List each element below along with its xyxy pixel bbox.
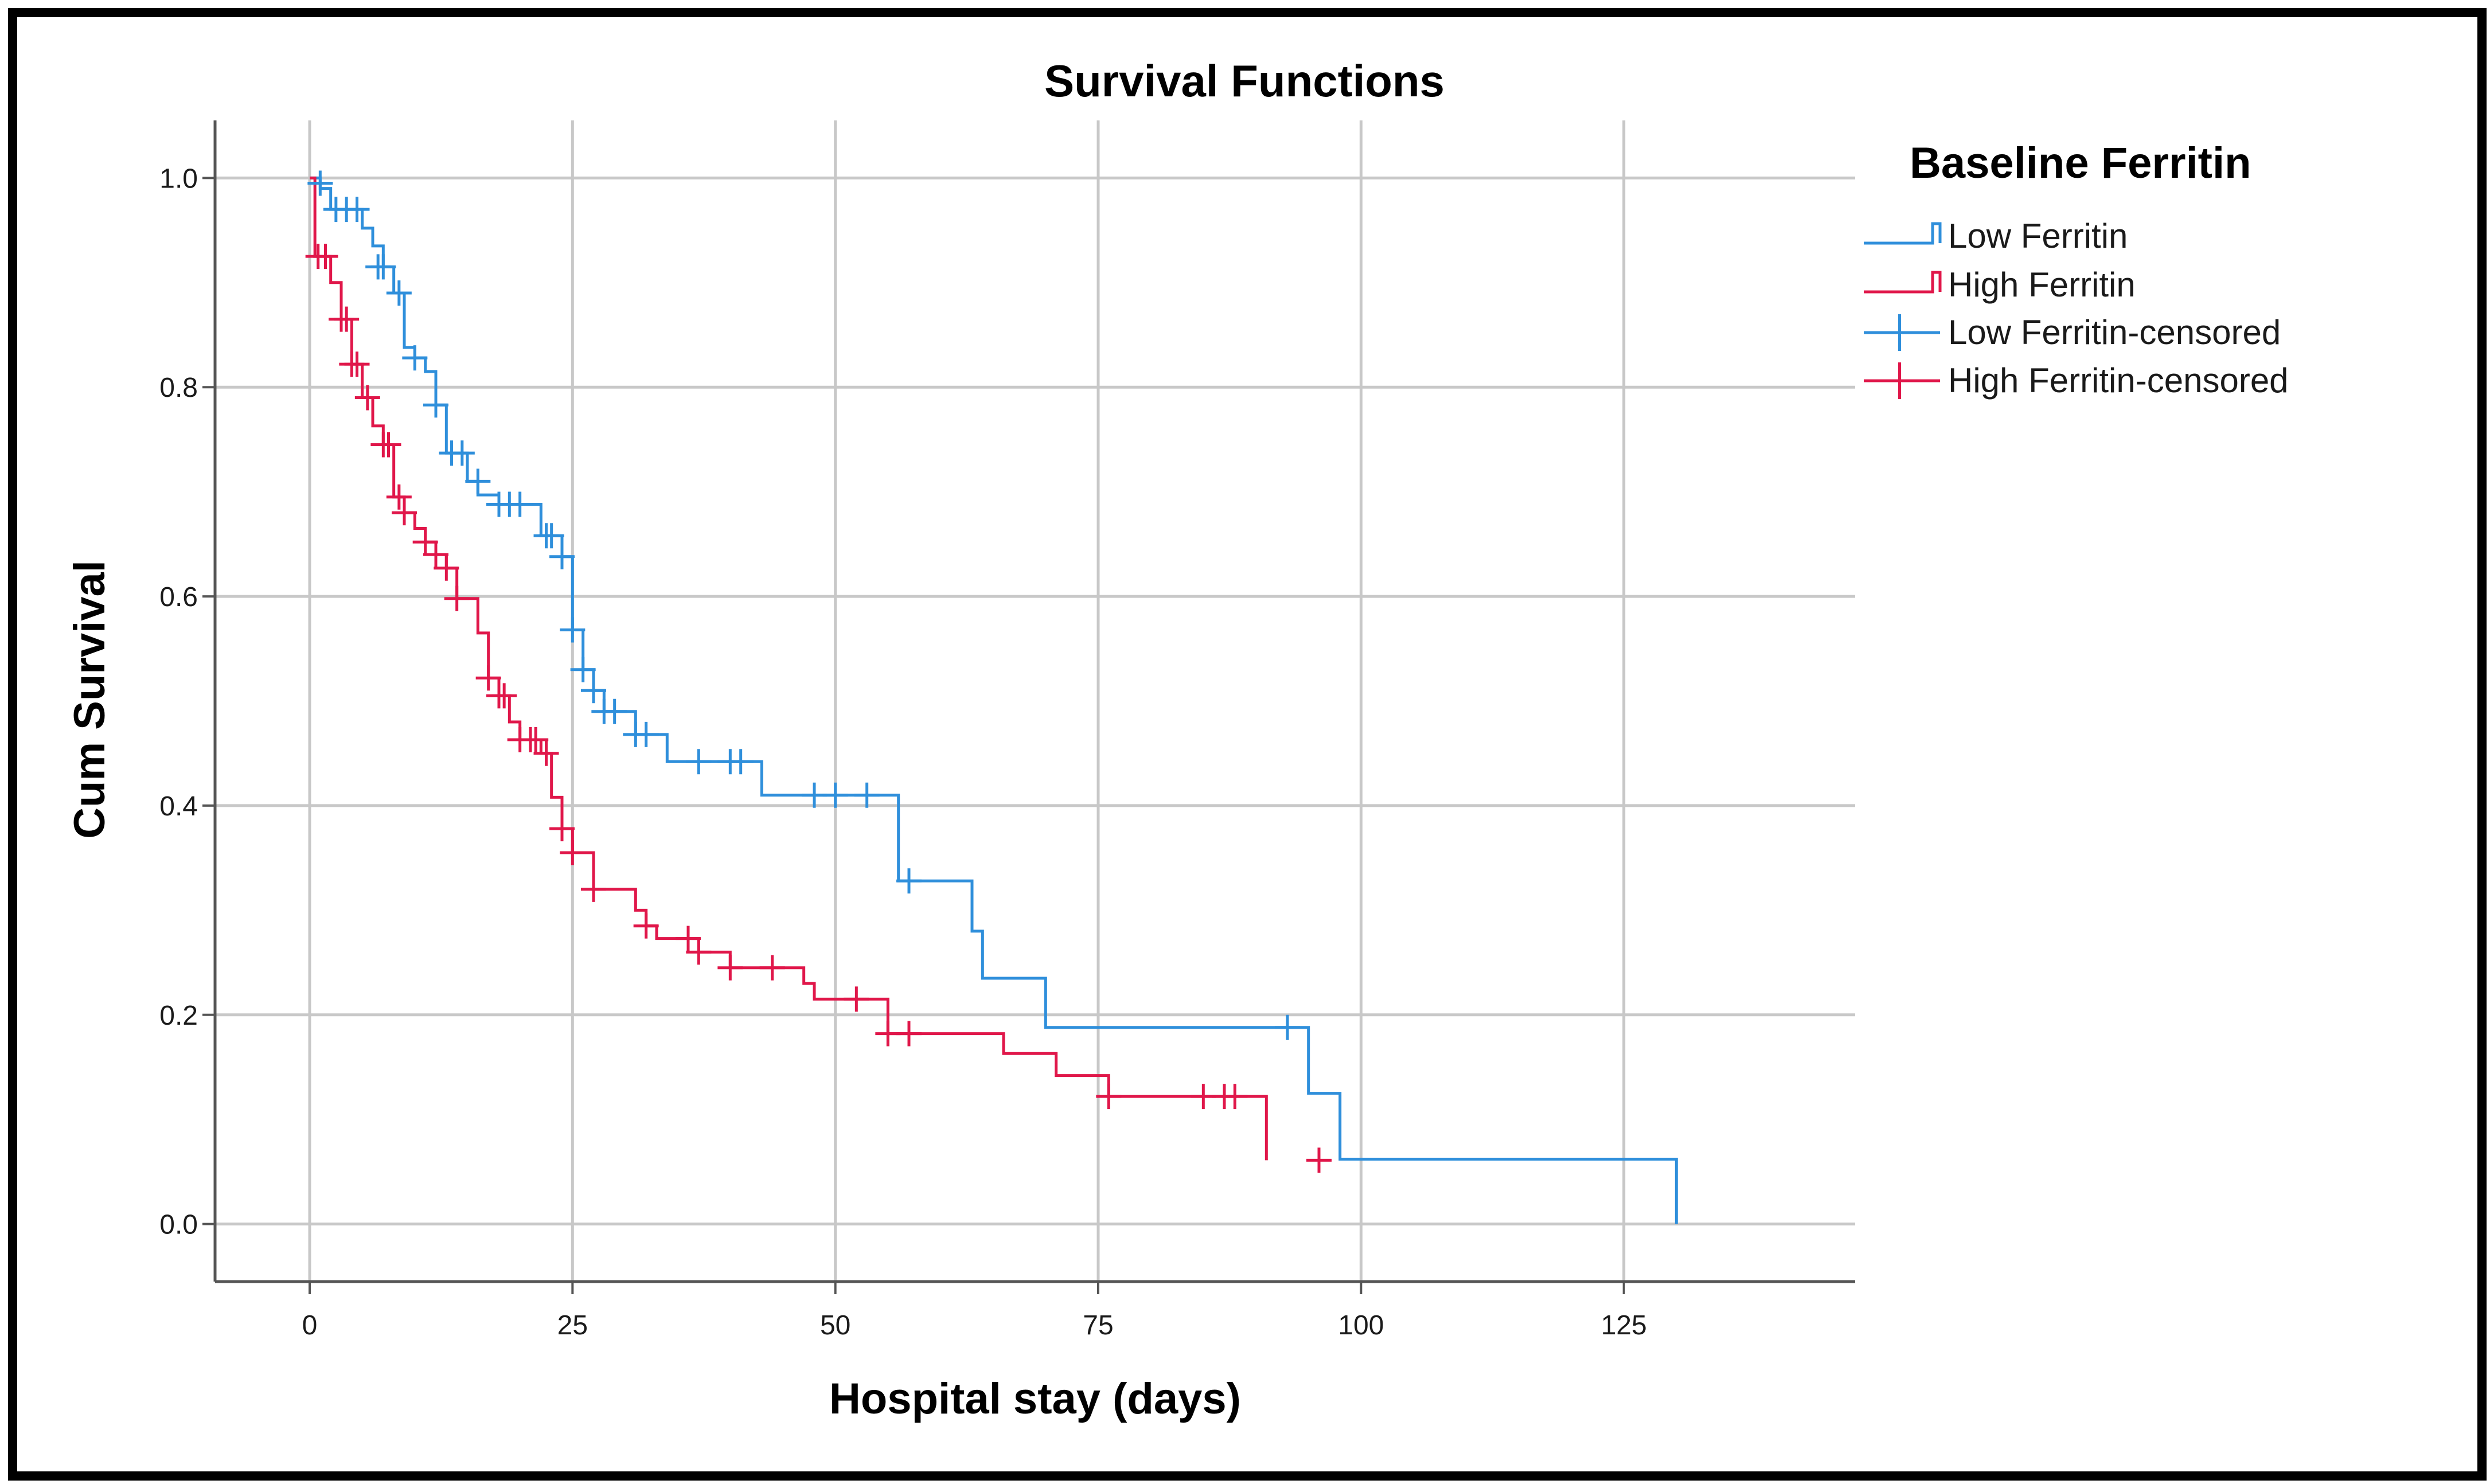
x-tick-label: 125 — [1601, 1310, 1647, 1341]
x-tick-label: 75 — [1083, 1310, 1113, 1341]
low-censor-mark — [507, 491, 533, 517]
legend-label: High Ferritin-censored — [1948, 361, 2289, 400]
high-censor-mark — [1222, 1084, 1248, 1110]
legend-label: Low Ferritin-censored — [1948, 313, 2281, 352]
legend: Baseline Ferritin Low Ferritin High Ferri… — [1864, 139, 2289, 400]
y-tick-label: 1.0 — [159, 163, 198, 194]
high-censor-mark — [523, 727, 549, 752]
high-ferritin-line — [310, 176, 1268, 1161]
low-censor-mark — [465, 468, 491, 494]
high-censor-mark — [581, 876, 606, 902]
x-axis-title: Hospital stay (days) — [829, 1374, 1241, 1423]
low-censor-mark — [854, 782, 880, 808]
low-censor-mark — [344, 197, 370, 222]
x-tick-label: 100 — [1338, 1310, 1384, 1341]
chart-frame — [8, 8, 2487, 1481]
high-censor-mark — [1306, 1147, 1332, 1173]
legend-label: High Ferritin — [1948, 265, 2136, 304]
high-censor-mark — [313, 244, 338, 270]
low-censor-mark — [570, 657, 596, 682]
low-censor-mark — [633, 721, 659, 747]
low-censor-mark — [896, 868, 922, 894]
y-axis-ticks: 0.0 0.2 0.4 0.6 0.8 1.0 — [159, 163, 215, 1240]
censor-marks — [305, 170, 1332, 1173]
high-censor-mark — [354, 385, 380, 411]
high-censor-mark — [686, 939, 712, 965]
high-censor-mark — [1191, 1084, 1216, 1110]
high-censor-mark — [386, 484, 412, 510]
low-censor-mark — [370, 254, 396, 280]
low-censor-mark — [386, 280, 412, 306]
legend-swatch-low-line — [1864, 222, 1942, 245]
low-censor-mark — [728, 749, 754, 775]
high-censor-mark — [844, 986, 869, 1012]
low-ferritin-line — [310, 176, 1678, 1224]
high-censor-mark — [376, 432, 401, 458]
legend-swatch-low-censored — [1864, 314, 1940, 351]
low-censor-mark — [602, 698, 627, 724]
legend-title: Baseline Ferritin — [1910, 139, 2251, 188]
low-censor-mark — [402, 345, 428, 371]
high-censor-mark — [423, 542, 448, 568]
high-censor-mark — [344, 352, 370, 377]
high-censor-mark — [434, 555, 459, 581]
legend-swatch-high-censored — [1864, 362, 1940, 399]
legend-swatch-high-line — [1864, 271, 1942, 294]
grid — [215, 120, 1855, 1282]
low-censor-mark — [581, 678, 606, 704]
y-tick-label: 0.4 — [159, 791, 198, 822]
y-tick-label: 0.8 — [159, 373, 198, 403]
high-censor-mark — [676, 925, 701, 951]
x-tick-label: 50 — [820, 1310, 850, 1341]
high-censor-mark — [875, 1021, 901, 1046]
high-censor-mark — [533, 740, 559, 766]
low-censor-mark — [538, 523, 564, 549]
high-censor-mark — [491, 683, 517, 709]
high-censor-mark — [896, 1021, 922, 1046]
high-censor-mark — [444, 585, 470, 611]
high-censor-mark — [334, 306, 360, 332]
low-censor-mark — [822, 782, 848, 808]
low-censor-mark — [549, 544, 575, 569]
y-tick-label: 0.0 — [159, 1210, 198, 1240]
high-censor-mark — [475, 665, 501, 691]
low-censor-mark — [423, 392, 448, 418]
high-censor-mark — [633, 913, 659, 939]
high-censor-mark — [560, 840, 586, 866]
low-censor-mark — [560, 617, 586, 643]
x-axis-ticks: 0 25 50 75 100 125 — [302, 1282, 1647, 1341]
y-axis-title: Cum Survival — [65, 560, 114, 839]
low-censor-mark — [307, 170, 333, 196]
chart-title: Survival Functions — [1044, 56, 1445, 106]
low-censor-mark — [686, 749, 712, 775]
legend-label: Low Ferritin — [1948, 217, 2128, 255]
high-censor-mark — [412, 529, 438, 555]
x-tick-label: 0 — [302, 1310, 318, 1341]
y-tick-label: 0.2 — [159, 1001, 198, 1031]
y-tick-label: 0.6 — [159, 582, 198, 612]
low-censor-mark — [449, 440, 475, 466]
high-censor-mark — [549, 816, 575, 842]
high-censor-mark — [717, 955, 743, 981]
high-censor-mark — [759, 955, 785, 981]
low-censor-mark — [1275, 1014, 1300, 1040]
axes — [213, 120, 1855, 1283]
high-censor-mark — [392, 500, 417, 526]
x-tick-label: 25 — [557, 1310, 588, 1341]
high-censor-mark — [1096, 1084, 1122, 1110]
series-lines — [310, 176, 1678, 1224]
